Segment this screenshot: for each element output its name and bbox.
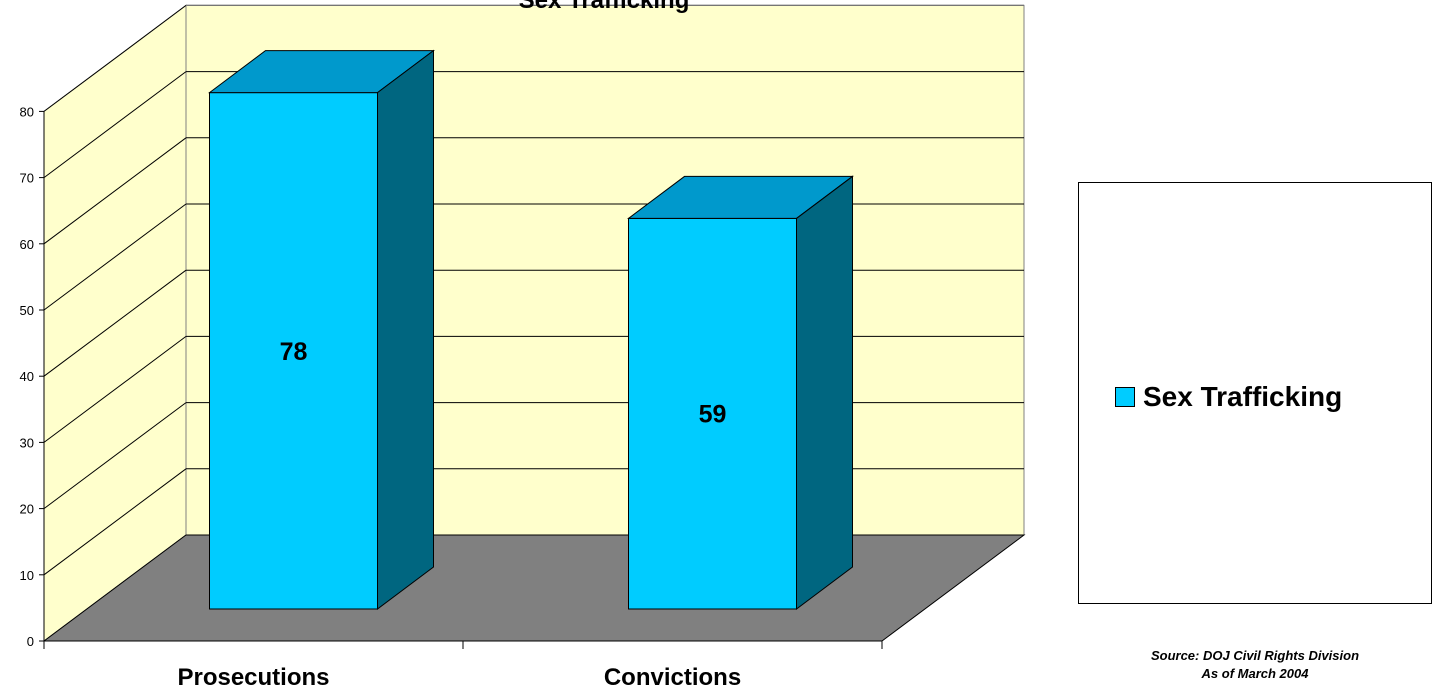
y-tick-label: 20: [20, 502, 34, 517]
y-tick-label: 40: [20, 369, 34, 384]
floor: [42, 534, 1026, 642]
gridline-side: [43, 137, 187, 245]
x-tick-label: Convictions: [604, 664, 741, 690]
legend: Sex Trafficking: [1078, 182, 1432, 604]
y-tick-label: 30: [20, 435, 34, 450]
gridline-side: [43, 269, 187, 377]
bar-front: [209, 92, 378, 610]
chart-title: Sex Trafficking: [519, 0, 690, 14]
labels: 78 59 Sex Trafficking: [280, 0, 727, 429]
bar-side: [796, 175, 853, 610]
axes: 0 10 20 30 40 50 60 70 80 Prosecutions Convictions: [20, 104, 883, 690]
gridline-side: [43, 4, 187, 112]
legend-label: Sex Trafficking: [1143, 381, 1343, 412]
bar-front: [628, 217, 797, 610]
bar: [627, 175, 854, 610]
source-note: Source: DOJ Civil Rights Division As of …: [1078, 647, 1432, 683]
bar-side: [377, 49, 434, 610]
y-tick-label: 80: [20, 104, 34, 119]
bar: [208, 49, 435, 610]
gridline-side: [43, 402, 187, 510]
source-line: Source: DOJ Civil Rights Division: [1150, 648, 1360, 663]
gridline-side: [43, 71, 187, 179]
x-tick-label: Prosecutions: [177, 664, 329, 690]
gridline-side: [43, 468, 187, 576]
y-tick-label: 50: [20, 303, 34, 318]
y-tick-label: 70: [20, 171, 34, 186]
source-date: As of March 2004: [1201, 666, 1309, 681]
gridline-side: [43, 203, 187, 311]
legend-item: Sex Trafficking: [1115, 381, 1342, 413]
gridline-side: [43, 335, 187, 443]
legend-swatch: [1115, 387, 1135, 407]
data-label: 59: [699, 401, 727, 429]
chart-walls: [42, 4, 1026, 642]
data-label: 78: [280, 338, 308, 366]
y-tick-label: 60: [20, 237, 34, 252]
bars: [208, 49, 854, 610]
y-tick-label: 0: [27, 634, 34, 649]
y-tick-label: 10: [20, 568, 34, 583]
